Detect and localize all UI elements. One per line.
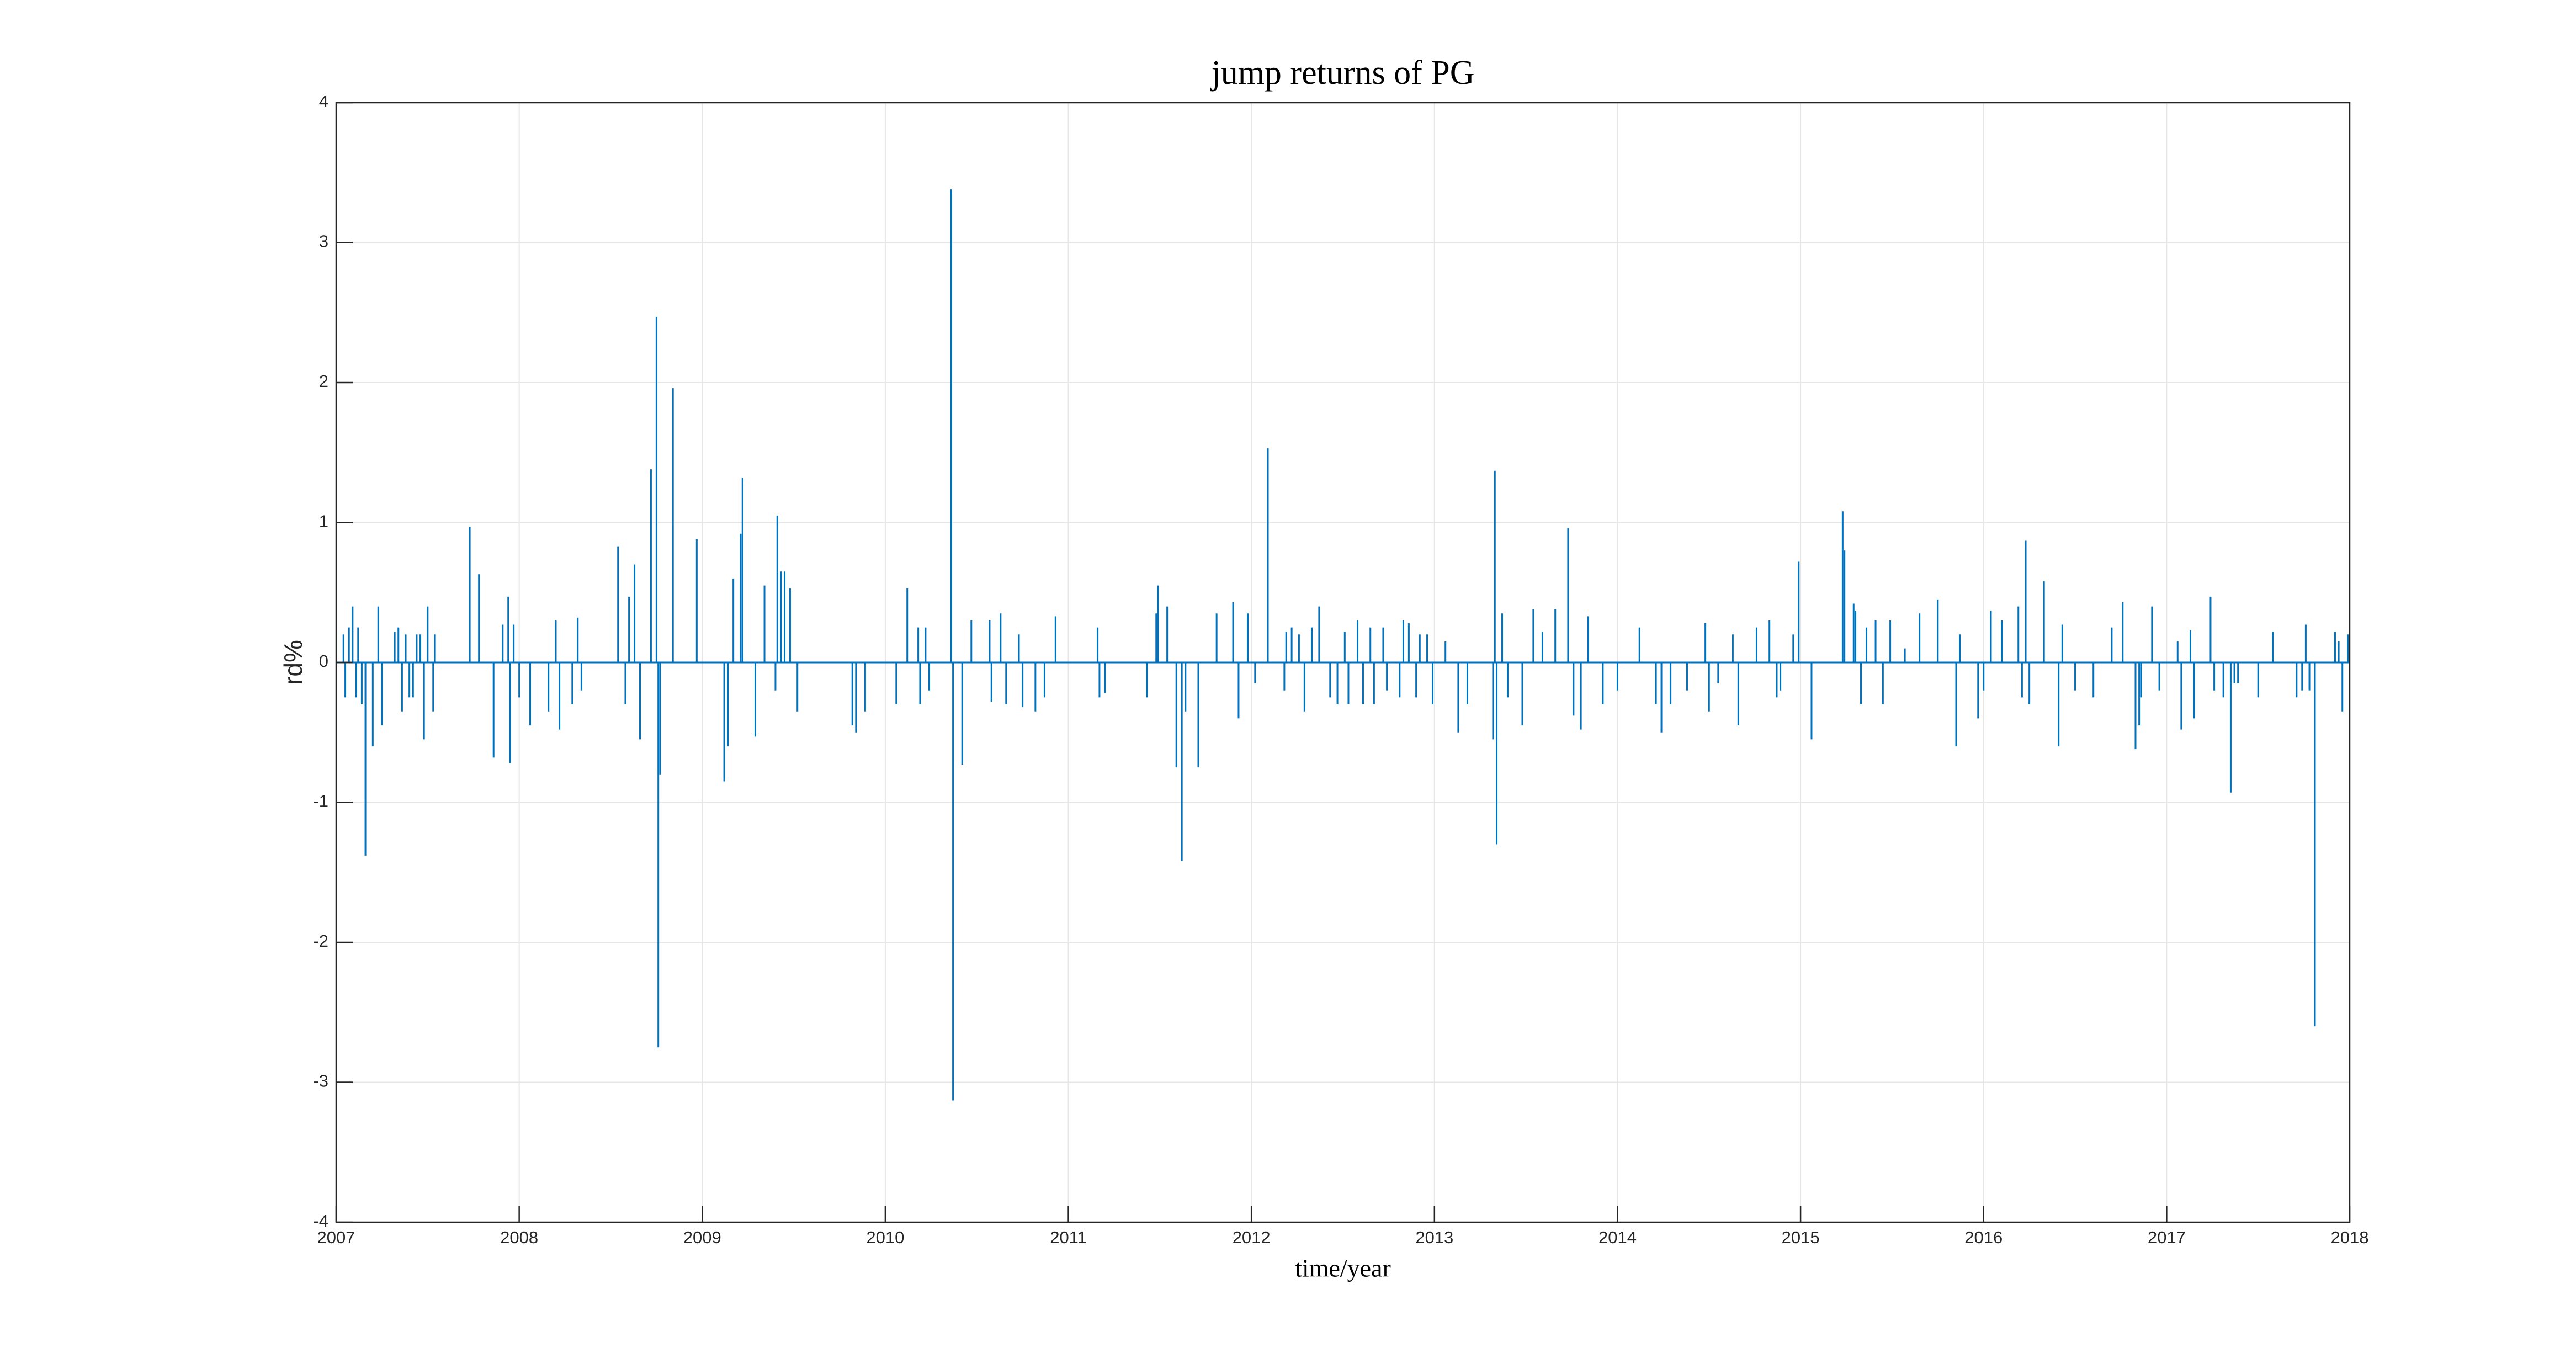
y-tick-label: 1 (319, 512, 328, 531)
x-tick-label: 2012 (1233, 1228, 1271, 1247)
x-tick-label: 2017 (2148, 1228, 2186, 1247)
x-axis-label: time/year (1295, 1254, 1391, 1282)
x-tick-label: 2016 (1964, 1228, 2003, 1247)
x-tick-label: 2010 (866, 1228, 904, 1247)
y-tick-label: -1 (313, 792, 328, 811)
x-tick-label: 2018 (2331, 1228, 2369, 1247)
x-tick-label: 2014 (1598, 1228, 1637, 1247)
x-tick-label: 2007 (317, 1228, 355, 1247)
y-tick-label: -3 (313, 1072, 328, 1091)
y-axis-label: rd% (279, 640, 307, 685)
x-tick-label: 2009 (683, 1228, 721, 1247)
y-tick-label: 4 (319, 92, 328, 111)
chart-title: jump returns of PG (1210, 54, 1474, 92)
x-tick-label: 2011 (1050, 1228, 1087, 1247)
x-tick-label: 2013 (1415, 1228, 1453, 1247)
y-tick-label: -4 (313, 1211, 328, 1231)
y-tick-label: 2 (319, 372, 328, 391)
x-tick-label: 2008 (500, 1228, 538, 1247)
x-tick-label: 2015 (1782, 1228, 1820, 1247)
y-tick-label: 3 (319, 232, 328, 251)
y-tick-label: -2 (313, 931, 328, 951)
y-tick-label: 0 (319, 651, 328, 671)
